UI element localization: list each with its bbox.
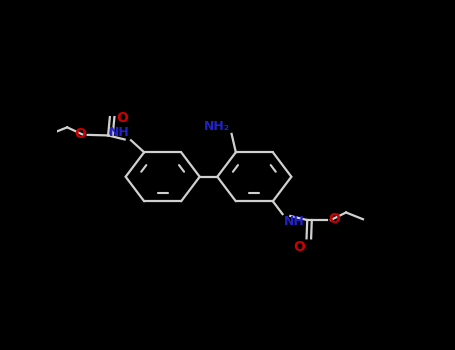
Text: O: O bbox=[116, 111, 128, 125]
Text: NH: NH bbox=[284, 216, 305, 229]
Text: O: O bbox=[74, 127, 86, 141]
Text: O: O bbox=[293, 240, 305, 254]
Text: O: O bbox=[329, 212, 340, 226]
Text: NH: NH bbox=[108, 126, 129, 139]
Text: NH₂: NH₂ bbox=[204, 120, 230, 133]
